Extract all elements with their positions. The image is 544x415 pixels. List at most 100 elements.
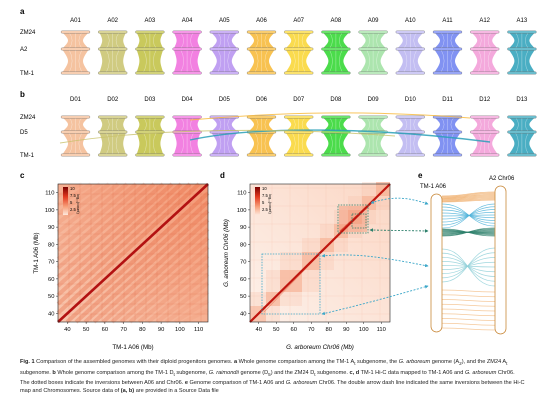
panel-d-tad-block (362, 196, 376, 210)
panel-e-link (441, 191, 496, 197)
panel-b-cross-link (189, 129, 491, 143)
panel-e-link (441, 327, 496, 331)
connector-arrow (369, 228, 429, 233)
caption-text: TM-1 Hi-C data mapped to TM-1 A06 and (360, 369, 464, 376)
panel-e-link (441, 199, 496, 203)
caption-b-label: b (52, 369, 56, 376)
panel-b-chrom-bar (284, 115, 314, 119)
panel-a-chrom-bar (395, 71, 425, 75)
panel-b-chrom-label: D07 (293, 97, 305, 103)
inversion-connectors (321, 197, 429, 316)
panel-b-chrom-bar (470, 153, 500, 157)
panel-b-chrom-bar (246, 153, 277, 157)
panel-a-chrom-label: A06 (256, 18, 267, 24)
panel-a-chrom-bar (507, 71, 537, 75)
panel-a-chrom-bar (284, 47, 314, 51)
panel-c-band (183, 308, 209, 324)
panel-d-legend-tick: 5 (262, 200, 265, 205)
panel-a-chrom-label: A03 (145, 18, 156, 24)
panel-b-row-label: TM-1 (20, 153, 35, 159)
panel-b-chrom-bar (135, 153, 165, 157)
panel-a-chrom-bar (135, 30, 165, 34)
panel-d-y-tick-label: 80 (240, 242, 246, 248)
panel-a-chrom-label: A07 (293, 18, 304, 24)
panel-c-x-tick-label: 90 (158, 327, 164, 333)
panel-c-band (83, 209, 210, 324)
caption-sub: t (173, 371, 175, 377)
panel-c-band (155, 281, 210, 324)
caption-text: Genome comparison of TM-1 A06 and (189, 380, 285, 387)
panel-c-band (137, 263, 210, 324)
panel-a-chrom-bar (432, 47, 463, 51)
panel-c-band (110, 236, 210, 324)
panel-a-row-label: ZM24 (20, 30, 36, 36)
panel-a-chrom-bar (172, 47, 202, 51)
panel-b-chrom-bar (470, 130, 500, 134)
panel-c-y-tick-label: 60 (48, 277, 54, 283)
panel-c-y-tick-label: 90 (48, 225, 54, 231)
panel-d-x-tick-label: 80 (326, 327, 332, 333)
panel-b-letter: b (20, 90, 25, 99)
panel-e-link (441, 289, 496, 293)
panel-b-chrom-bar (172, 115, 202, 119)
panel-c-legend-tick: 7.5 (70, 193, 76, 198)
panel-c-band (56, 182, 201, 315)
figure: a ZM24 A2 TM-1 A01 A02 A03 A04 A05 A06 A07 A08 A09… (20, 7, 537, 351)
panel-a-chrom-bar (432, 30, 463, 34)
panel-d-y-tick-label: 70 (240, 260, 246, 266)
caption-fig-number: Fig. 1 (20, 359, 35, 365)
panel-e-link (441, 198, 496, 202)
panel-b-chrom-label: D10 (405, 97, 417, 103)
panel-a-chrom-bar (395, 30, 425, 34)
panel-b-row-label: ZM24 (20, 115, 36, 121)
panel-c-legend-title: log₁₀(count) (76, 194, 80, 214)
panel-e-letter: e (418, 171, 423, 180)
panel-b-chrom-bar (60, 115, 91, 119)
panel-b-chrom-bar (209, 153, 239, 157)
caption-cd-label: c, d (349, 369, 360, 376)
panel-c-band (65, 191, 210, 324)
panel-e-link (441, 313, 496, 317)
panel-e-link (441, 203, 496, 229)
caption-a-label: a (233, 359, 238, 365)
panel-e-link (441, 247, 496, 283)
caption-text: genome (A (431, 359, 460, 365)
panel-a-chrom-bar (470, 47, 500, 51)
panel-b-row-label: D5 (20, 130, 28, 136)
panel-c-band (56, 182, 183, 297)
caption-italic: arboreum (406, 359, 431, 365)
panel-b-chrom-bar (395, 153, 425, 157)
panel-b-chrom-bar (432, 153, 463, 157)
panel-a-chrom-label: A04 (182, 18, 193, 24)
panel-e-link (441, 299, 496, 302)
panel-a-chrom-bar (507, 47, 537, 51)
figure-caption: Fig. 1 Comparison of the assembled genom… (20, 358, 525, 396)
panel-e-right-label: A2 Chr06 (489, 176, 515, 182)
caption-text: ) and the ZM24 D (270, 369, 315, 376)
panel-e-chromosome-comparison: e TM-1 A06 A2 Chr06 (418, 171, 515, 335)
panel-b-chrom-bar (284, 153, 314, 157)
panel-e-right-chromosome (494, 185, 507, 335)
panel-b-chrom-bar (321, 153, 351, 157)
panel-c-x-tick-label: 110 (194, 327, 203, 333)
panel-c-band (101, 227, 210, 324)
panel-b-chrom-bar (507, 153, 537, 157)
panel-c-xlabel: TM-1 A06 (Mb) (112, 344, 153, 351)
panel-b-chrom-label: D01 (70, 97, 82, 103)
caption-title: Comparison of the assembled genomes with… (36, 359, 233, 365)
panel-a-letter: a (20, 7, 25, 16)
panel-b-chrom-label: D08 (330, 97, 342, 103)
panel-a-chrom-bar (209, 47, 239, 51)
panel-e-left-label: TM-1 A06 (420, 184, 447, 190)
panel-b-chrom-bar (172, 153, 202, 157)
panel-d-y-tick-label: 100 (237, 208, 247, 214)
caption-text: subgenome, (176, 369, 208, 376)
panel-a-chrom-bar (172, 30, 202, 34)
panel-d-x-tick-label: 60 (291, 327, 297, 333)
panel-c-letter: c (20, 171, 25, 180)
panel-a-chrom-label: A13 (517, 18, 528, 24)
panel-d-x-tick-label: 90 (343, 327, 349, 333)
panel-a-chrom-label: A12 (479, 18, 490, 24)
panel-a-chrom-bar (135, 71, 165, 75)
panel-c-band (128, 254, 210, 324)
